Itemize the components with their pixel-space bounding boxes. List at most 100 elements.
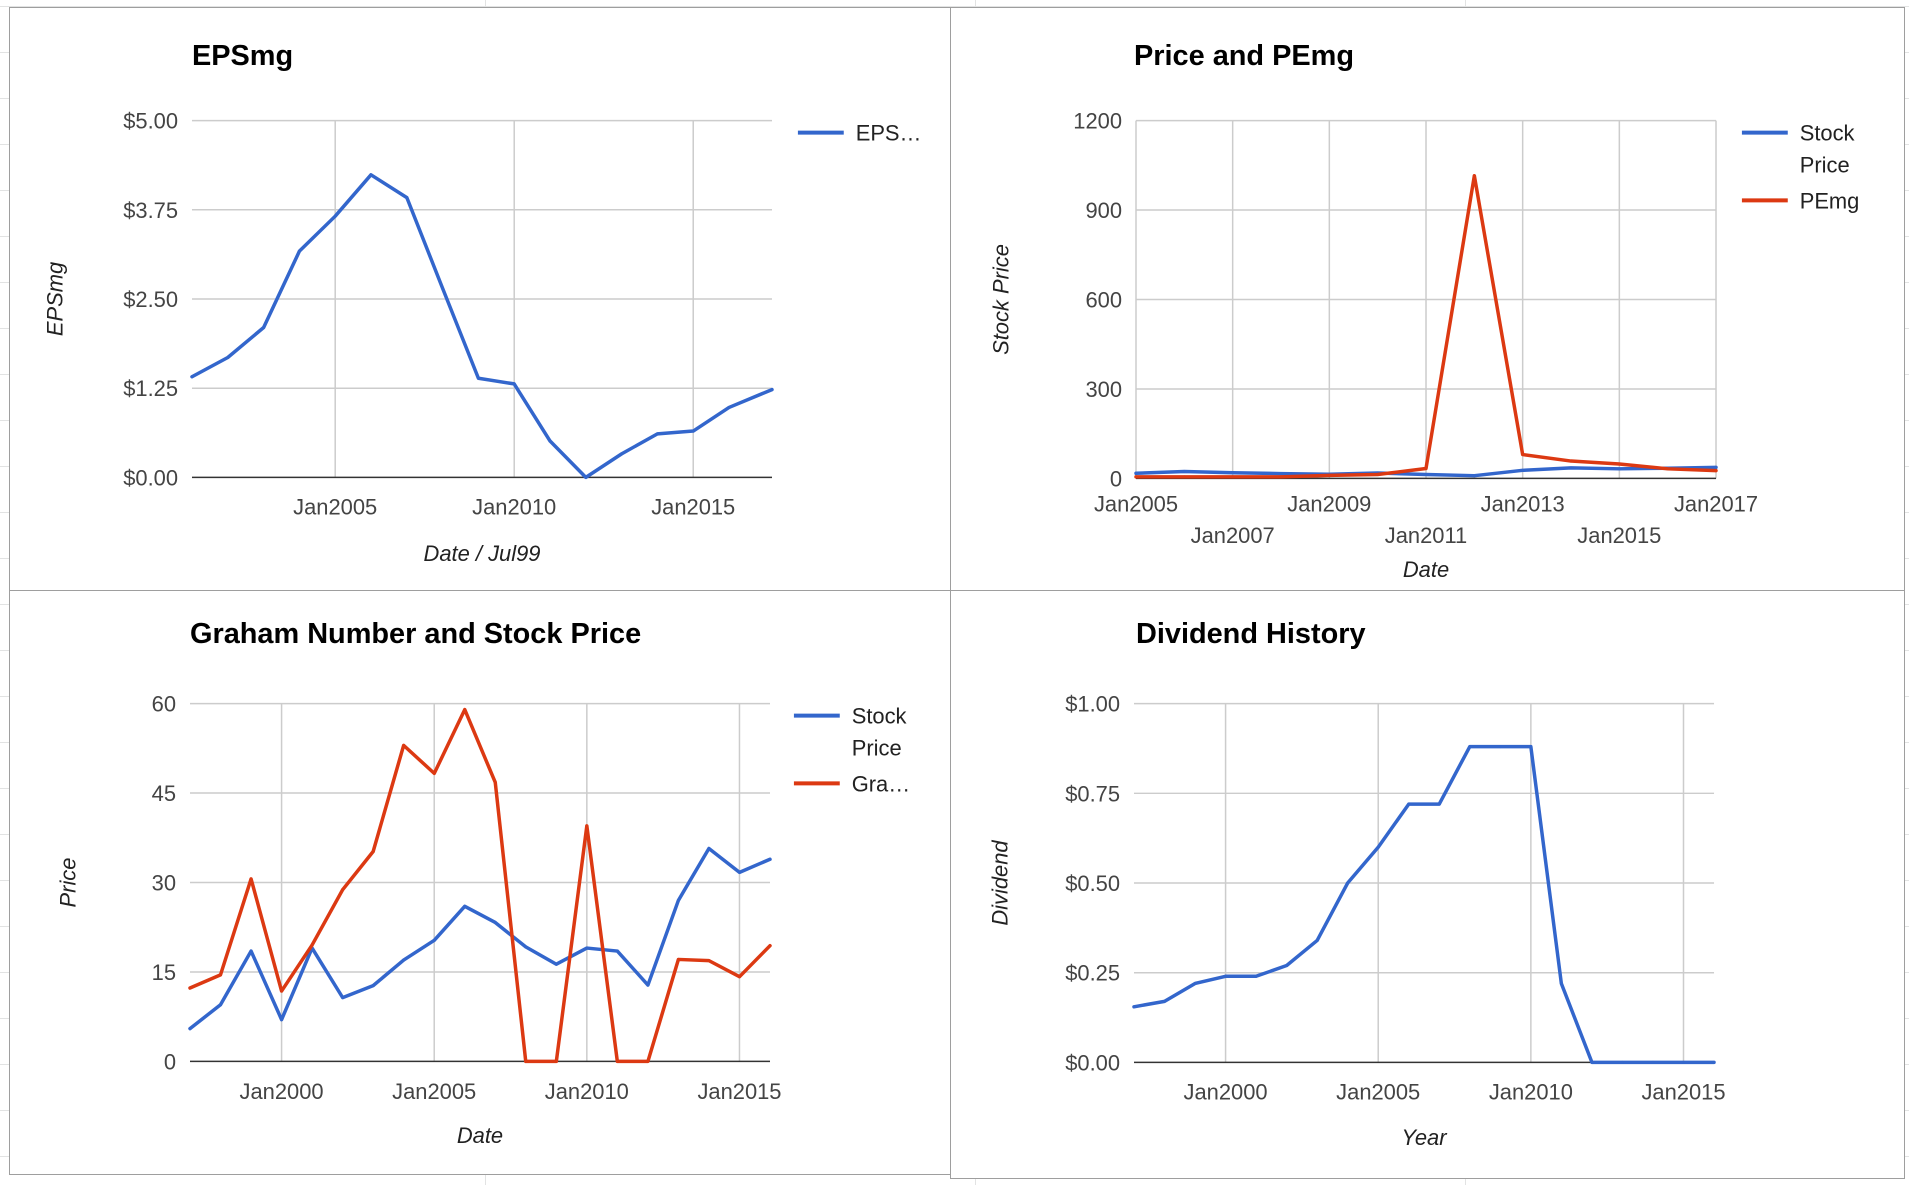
data-point [493,780,497,784]
y-tick-label: 30 [152,870,176,895]
data-point [691,429,695,433]
data-point [727,405,731,409]
series-line-gra [188,707,772,1064]
y-tick-label: 0 [1110,466,1122,491]
graham-number-chart: Graham Number and Stock Price 0 15 30 45 60 Ja… [55,618,910,1148]
data-point [554,962,558,966]
data-point [512,382,516,386]
data-point [646,983,650,987]
x-tick-label: Jan2010 [1489,1079,1573,1104]
data-point [190,375,194,379]
data-point [676,957,680,961]
data-point [1134,475,1138,479]
data-point [620,452,624,456]
data-point [1424,473,1428,477]
x-tick-label: Jan2005 [293,494,377,519]
data-point [1617,467,1621,471]
data-point [249,877,253,881]
data-point [1651,1060,1655,1064]
data-point [737,870,741,874]
y-tick-label: 1200 [1073,109,1122,134]
y-tick-label: $0.50 [1065,871,1120,896]
data-point [1376,473,1380,477]
data-point [768,857,772,861]
data-point [1424,467,1428,471]
y-tick-label: $5.00 [123,109,178,134]
data-point [1132,1005,1136,1009]
data-point [371,984,375,988]
x-tick-label: Jan2009 [1287,491,1371,516]
x-tick-label: Jan2010 [545,1079,629,1104]
chart-panel-epsmg[interactable]: EPSmg $0.00 $1.25 $2.50 $3.75 $5.00 Jan2005 Jan… [9,7,951,591]
y-axis-label: Stock Price [988,244,1013,355]
x-axis-label: Year [1401,1125,1448,1150]
data-point [432,938,436,942]
data-point [1521,453,1525,457]
data-point [1182,470,1186,474]
data-point [1279,472,1283,476]
chart-panel-price-and-pemg[interactable]: Price and PEmg 0 300 600 900 1200 Jan2005 Jan20… [950,7,1905,591]
data-point [1682,1060,1685,1064]
data-point [1376,845,1380,849]
data-point [369,173,373,177]
data-point [1279,475,1283,479]
data-point [1468,745,1472,749]
data-point [405,196,409,200]
x-tick-label: Jan2015 [697,1079,781,1104]
data-point [1666,467,1670,471]
y-axis-label: Dividend [987,840,1012,926]
data-point [1712,1060,1716,1064]
y-axis-label: EPSmg [42,262,67,336]
data-point [1254,974,1258,978]
y-tick-label: 300 [1085,377,1122,402]
data-point [1569,459,1573,463]
legend-label: Price [1800,152,1850,177]
data-point [441,286,445,290]
legend-label: EPS… [856,121,922,146]
y-tick-label: $3.75 [123,198,178,223]
dividend-history-chart: Dividend History $0.00 $0.25 $0.50 $0.75 $1.0… [987,618,1725,1150]
x-tick-label: Jan2010 [472,494,556,519]
x-axis-label: Date / Jul99 [424,541,541,566]
x-axis-label: Date [1403,557,1449,582]
chart-title: Price and PEmg [1134,40,1354,72]
legend-label: Stock [852,704,907,729]
series-line-eps [190,173,774,480]
x-tick-label: Jan2017 [1674,491,1758,516]
x-tick-label: Jan2015 [1577,523,1661,548]
data-point [1498,745,1502,749]
series-line-series-0 [1132,744,1716,1065]
chart-title: EPSmg [192,40,293,72]
y-tick-label: 0 [164,1049,176,1074]
data-point [1617,462,1621,466]
data-point [463,708,467,712]
data-point [615,949,619,953]
data-point [1224,974,1228,978]
data-point [1714,465,1718,469]
data-point [476,376,480,380]
data-point [1315,938,1319,942]
data-point [1437,802,1441,806]
data-point [1134,471,1138,475]
data-point [188,986,192,990]
data-point [524,945,528,949]
data-point [676,898,680,902]
legend-label: Price [852,735,902,760]
data-point [768,944,772,948]
data-point [524,1059,528,1063]
legend-label: Gra… [852,771,910,796]
x-tick-label: Jan2013 [1481,491,1565,516]
data-point [1472,474,1476,478]
data-point [1231,475,1235,479]
data-point [707,847,711,851]
chart-panel-dividend-history[interactable]: Dividend History $0.00 $0.25 $0.50 $0.75 $1.0… [950,590,1905,1179]
y-tick-label: $1.00 [1065,692,1120,717]
data-point [585,946,589,950]
data-point [1346,881,1350,885]
y-tick-label: $0.00 [123,465,178,490]
chart-panel-graham-number[interactable]: Graham Number and Stock Price 0 15 30 45 60 Ja… [9,590,951,1175]
data-point [1407,802,1411,806]
data-point [1521,468,1525,472]
data-point [585,824,589,828]
data-point [1193,981,1197,985]
